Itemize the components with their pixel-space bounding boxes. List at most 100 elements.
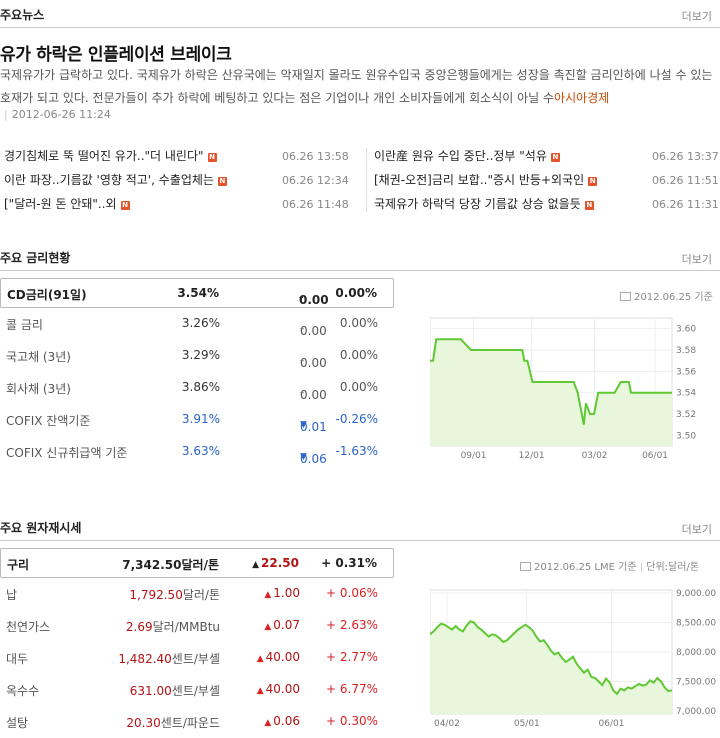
- commodity-price-value: 1,792.50: [129, 588, 183, 602]
- rate-row[interactable]: 콜 금리 3.26% –0.00 0.00%: [0, 308, 394, 340]
- rate-direction-icon: –: [300, 388, 305, 398]
- commodity-price-value: 2.69: [125, 620, 153, 634]
- news-item[interactable]: 이란 파장..기름값 '영향 적고', 수출업체는 N 06.26 12:34: [0, 172, 366, 196]
- y-tick-label: 8,000.00: [676, 648, 716, 658]
- news-item-title-wrap[interactable]: ["달러-원 돈 안돼"..외 N: [4, 196, 130, 212]
- commodity-unit: 센트/부셸: [171, 652, 220, 666]
- new-badge-icon: N: [120, 201, 130, 210]
- rate-name[interactable]: 회사채 (3년): [6, 382, 71, 396]
- news-item-title[interactable]: ["달러-원 돈 안돼"..외: [4, 197, 117, 211]
- commodity-change: ▲ 1.00: [264, 586, 300, 600]
- rate-row[interactable]: 국고채 (3년) 3.29% –0.00 0.00%: [0, 340, 394, 372]
- commodity-price: 7,342.50달러/톤: [122, 556, 219, 573]
- rate-direction-icon: –: [300, 324, 305, 334]
- commodity-change: ▲ 22.50: [252, 556, 299, 570]
- y-tick-label: 7,500.00: [676, 678, 716, 688]
- y-tick-label: 3.60: [676, 325, 696, 335]
- rate-change-value: 0.00: [300, 388, 327, 402]
- x-tick-label: 03/02: [582, 451, 608, 461]
- new-badge-icon: N: [584, 201, 594, 210]
- up-triangle-icon: ▲: [264, 718, 272, 728]
- x-tick-label: 12/01: [519, 451, 545, 461]
- new-badge-icon: N: [588, 177, 598, 186]
- commodity-row[interactable]: 대두 1,482.40센트/부셸 ▲ 40.00 + 2.77%: [0, 642, 394, 674]
- commodity-unit: 달러/톤: [181, 558, 219, 572]
- rate-pct: 0.00%: [339, 348, 378, 362]
- commodity-price-value: 1,482.40: [118, 652, 172, 666]
- news-item[interactable]: ["달러-원 돈 안돼"..외 N 06.26 11:48: [0, 196, 366, 220]
- rate-row[interactable]: CD금리(91일) 3.54% –0.00 0.00%: [0, 278, 394, 308]
- commodity-change-value: 1.00: [273, 586, 300, 600]
- rate-row[interactable]: COFIX 신규취급액 기준 3.63% ▼ 0.06 -1.63%: [0, 436, 394, 468]
- comm-chart-unit: 단위:달러/톤: [646, 562, 700, 573]
- x-tick-label: 05/01: [514, 719, 540, 729]
- rate-pct: 0.00%: [339, 316, 378, 330]
- commodity-name[interactable]: 대두: [6, 652, 29, 666]
- news-item-title-wrap[interactable]: 이란産 원유 수입 중단..정부 "석유 N: [374, 148, 560, 164]
- chart-area: [430, 339, 672, 446]
- commodities-more-link[interactable]: 더보기: [681, 523, 712, 536]
- rate-name[interactable]: COFIX 잔액기준: [6, 414, 91, 428]
- news-item-title[interactable]: 이란 파장..기름값 '영향 적고', 수출업체는: [4, 173, 214, 187]
- commodities-section-header: 주요 원자재시세 더보기: [0, 513, 720, 541]
- news-item[interactable]: 경기침체로 뚝 떨어진 유가.."더 내린다" N 06.26 13:58: [0, 148, 366, 172]
- news-item-title-wrap[interactable]: 경기침체로 뚝 떨어진 유가.."더 내린다" N: [4, 148, 217, 164]
- commodity-row[interactable]: 납 1,792.50달러/톤 ▲ 1.00 + 0.06%: [0, 578, 394, 610]
- chart-series-line: [430, 338, 672, 425]
- commodity-pct: + 2.77%: [326, 650, 378, 664]
- rate-change-value: 0.00: [299, 293, 329, 307]
- commodity-price: 1,482.40센트/부셸: [118, 650, 220, 667]
- news-item-title[interactable]: 경기침체로 뚝 떨어진 유가.."더 내린다": [4, 149, 204, 163]
- rates-table: CD금리(91일) 3.54% –0.00 0.00% 콜 금리 3.26% –0.00 0.…: [0, 278, 394, 468]
- commodity-unit: 센트/파운드: [160, 716, 220, 730]
- rate-value: 3.29%: [181, 348, 220, 362]
- commodity-row[interactable]: 옥수수 631.00센트/부셸 ▲ 40.00 + 6.77%: [0, 674, 394, 706]
- news-item-title[interactable]: 국제유가 하락덕 당장 기름값 상승 없을듯: [374, 197, 581, 211]
- headline-source[interactable]: 아시아경제: [554, 91, 610, 105]
- rate-name[interactable]: CD금리(91일): [7, 288, 87, 302]
- rate-row[interactable]: COFIX 잔액기준 3.91% ▼ 0.01 -0.26%: [0, 404, 394, 436]
- y-tick-label: 3.58: [676, 346, 696, 356]
- rate-name[interactable]: COFIX 신규취급액 기준: [6, 446, 128, 460]
- rate-row[interactable]: 회사채 (3년) 3.86% –0.00 0.00%: [0, 372, 394, 404]
- rate-direction-icon: ▼: [300, 452, 307, 462]
- news-item-title-wrap[interactable]: [채권-오전]금리 보합.."증시 반등+외국인 N: [374, 172, 598, 188]
- rate-name[interactable]: 국고채 (3년): [6, 350, 71, 364]
- commodity-row[interactable]: 구리 7,342.50달러/톤 ▲ 22.50 + 0.31%: [0, 548, 394, 578]
- rate-pct: 0.00%: [335, 286, 377, 300]
- news-item-title-wrap[interactable]: 국제유가 하락덕 당장 기름값 상승 없을듯 N: [374, 196, 594, 212]
- commodity-row[interactable]: 천연가스 2.69달러/MMBtu ▲ 0.07 + 2.63%: [0, 610, 394, 642]
- news-item-title[interactable]: [채권-오전]금리 보합.."증시 반등+외국인: [374, 173, 585, 187]
- comm-chart-caption: 2012.06.25 LME 기준 | 단위:달러/톤: [520, 558, 699, 573]
- news-item-date: 06.26 11:51: [652, 174, 719, 187]
- rate-value: 3.91%: [181, 412, 220, 426]
- commodity-name[interactable]: 납: [6, 588, 18, 602]
- rate-pct: 0.00%: [339, 380, 378, 394]
- news-item[interactable]: [채권-오전]금리 보합.."증시 반등+외국인 N 06.26 11:51: [370, 172, 720, 196]
- commodity-change-value: 40.00: [265, 682, 300, 696]
- rate-name[interactable]: 콜 금리: [6, 318, 43, 332]
- commodity-name[interactable]: 구리: [7, 558, 30, 572]
- news-item-date: 06.26 12:34: [282, 174, 349, 187]
- commodity-name[interactable]: 옥수수: [6, 684, 40, 698]
- commodity-name[interactable]: 천연가스: [6, 620, 51, 634]
- news-item[interactable]: 이란産 원유 수입 중단..정부 "석유 N 06.26 13:37: [370, 148, 720, 172]
- commodity-price: 631.00센트/부셸: [130, 682, 220, 699]
- x-tick-label: 09/01: [461, 451, 487, 461]
- commodity-price-value: 7,342.50: [122, 558, 182, 572]
- commodity-name[interactable]: 설탕: [6, 716, 29, 730]
- commodity-change: ▲ 0.07: [264, 618, 300, 632]
- news-item[interactable]: 국제유가 하락덕 당장 기름값 상승 없을듯 N 06.26 11:31: [370, 196, 720, 220]
- commodity-change-value: 0.07: [273, 618, 300, 632]
- rates-more-link[interactable]: 더보기: [681, 253, 712, 266]
- commodity-unit: 달러/MMBtu: [152, 620, 220, 634]
- rate-change-value: 0.01: [300, 420, 327, 434]
- news-item-date: 06.26 11:31: [652, 198, 719, 211]
- news-item-title[interactable]: 이란産 원유 수입 중단..정부 "석유: [374, 149, 547, 163]
- headline-title[interactable]: 유가 하락은 인플레이션 브레이크: [0, 45, 232, 65]
- news-more-link[interactable]: 더보기: [681, 10, 712, 23]
- news-section-header: 주요뉴스 더보기: [0, 0, 720, 28]
- news-item-title-wrap[interactable]: 이란 파장..기름값 '영향 적고', 수출업체는 N: [4, 172, 227, 188]
- commodity-row[interactable]: 설탕 20.30센트/파운드 ▲ 0.06 + 0.30%: [0, 706, 394, 738]
- commodity-price: 20.30센트/파운드: [126, 714, 220, 731]
